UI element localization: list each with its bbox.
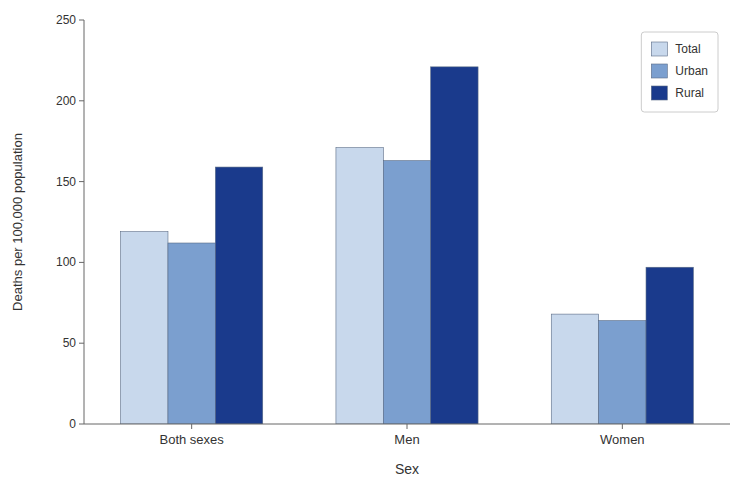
axes: 0 50 100 150 200 250 Both sexes Men Women [56, 13, 730, 447]
bar [168, 243, 215, 424]
x-tick-label: Men [394, 432, 419, 447]
bar [215, 167, 262, 424]
legend-frame [641, 32, 718, 112]
legend-label: Total [675, 42, 700, 56]
y-tick-label: 100 [56, 255, 76, 269]
x-axis-label: Sex [395, 461, 419, 477]
bar [383, 161, 430, 424]
bar-series [121, 148, 599, 424]
y-tick [79, 20, 84, 21]
bar [336, 148, 383, 424]
y-tick [79, 424, 84, 425]
y-tick [79, 181, 84, 182]
bar-series [168, 161, 646, 424]
bar [121, 232, 168, 424]
chart-container: 0 50 100 150 200 250 Both sexes Men Women Sex Deat… [0, 0, 750, 488]
y-axis-line [84, 20, 85, 424]
bar [431, 67, 478, 424]
bar-series [215, 67, 693, 424]
bar [599, 321, 646, 424]
bar [646, 267, 693, 424]
x-tick [622, 424, 623, 429]
y-tick [79, 262, 84, 263]
y-tick-label: 50 [63, 336, 77, 350]
bars [121, 67, 694, 424]
legend-label: Urban [675, 64, 708, 78]
y-tick-label: 150 [56, 175, 76, 189]
x-tick-label: Both sexes [160, 432, 225, 447]
y-tick-label: 200 [56, 94, 76, 108]
y-tick [79, 343, 84, 344]
legend: Total Urban Rural [641, 32, 718, 112]
legend-swatch [651, 64, 667, 78]
y-tick-label: 250 [56, 13, 76, 27]
y-axis-label: Deaths per 100,000 population [10, 133, 25, 311]
x-tick [191, 424, 192, 429]
legend-label: Rural [675, 86, 704, 100]
y-tick-label: 0 [69, 417, 76, 431]
x-tick-label: Women [600, 432, 645, 447]
bar [551, 314, 598, 424]
legend-swatch [651, 42, 667, 56]
x-tick [407, 424, 408, 429]
legend-swatch [651, 86, 667, 100]
y-tick [79, 100, 84, 101]
chart: 0 50 100 150 200 250 Both sexes Men Women Sex Deat… [0, 0, 750, 488]
